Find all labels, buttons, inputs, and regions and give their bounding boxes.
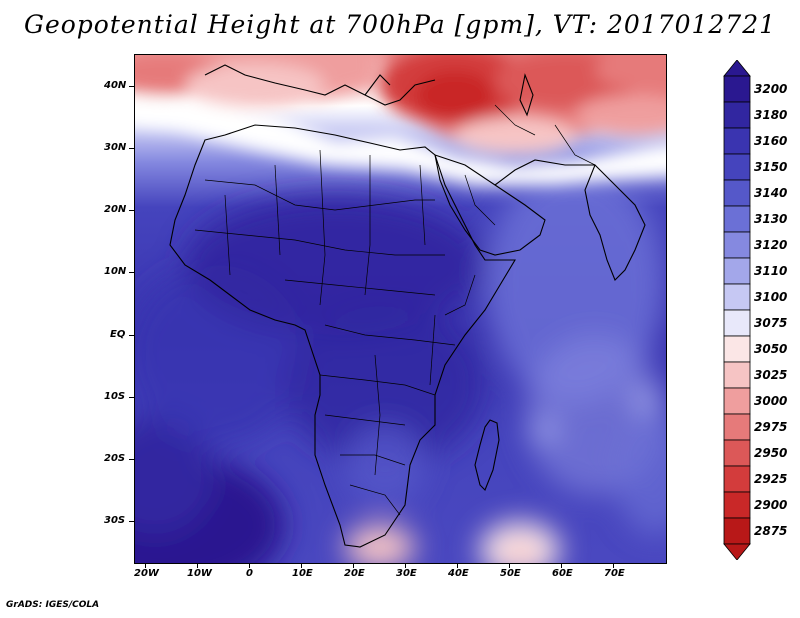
lon-label-10e: 10E: [292, 568, 313, 579]
colorbar-level-label: 3150: [754, 160, 788, 174]
lon-tick: [249, 563, 250, 568]
lon-label-0: 0: [246, 568, 253, 579]
colorbar-swatch: [723, 413, 751, 441]
lat-label-10n: 10N: [104, 266, 127, 277]
lat-tick: [129, 272, 135, 273]
lat-tick: [129, 459, 135, 460]
colorbar-swatch: [723, 465, 751, 493]
lat-label-20n: 20N: [104, 204, 127, 215]
colorbar-swatch: [723, 127, 751, 155]
lat-label-eq: EQ: [110, 329, 126, 340]
colorbar-level-label: 3160: [754, 134, 788, 148]
madagascar-coastline: [474, 419, 500, 491]
colorbar-level-label: 3180: [754, 108, 788, 122]
lon-label-30e: 30E: [396, 568, 417, 579]
lat-tick: [129, 397, 135, 398]
colorbar-swatch: [723, 517, 751, 545]
lat-label-20s: 20S: [104, 453, 126, 464]
colorbar-level-label: 2925: [754, 472, 788, 486]
colorbar-swatch: [723, 205, 751, 233]
lon-tick: [457, 563, 458, 568]
map-title: Geopotential Height at 700hPa [gpm], VT:…: [23, 10, 777, 39]
colorbar-bottom-arrow: [723, 543, 751, 560]
colorbar-swatch: [723, 231, 751, 259]
africa-coastline: [169, 124, 516, 548]
colorbar-swatch: [723, 491, 751, 519]
colorbar-level-label: 3075: [754, 316, 788, 330]
colorbar-swatch: [723, 361, 751, 389]
lon-tick: [509, 563, 510, 568]
colorbar-level-label: 3000: [754, 394, 788, 408]
northern-height-gradient: [135, 55, 666, 185]
colorbar-level-label: 3050: [754, 342, 788, 356]
lon-tick: [145, 563, 146, 568]
lon-label-40e: 40E: [448, 568, 469, 579]
lat-label-30n: 30N: [104, 142, 127, 153]
colorbar-level-label: 3130: [754, 212, 788, 226]
colorbar-swatch: [723, 387, 751, 415]
lon-tick: [613, 563, 614, 568]
lon-label-70e: 70E: [604, 568, 625, 579]
lon-label-20e: 20E: [344, 568, 365, 579]
colorbar-swatch: [723, 335, 751, 363]
height-field-features: [135, 165, 666, 563]
lat-tick: [129, 521, 135, 522]
lon-tick: [197, 563, 198, 568]
colorbar-level-label: 3200: [754, 82, 788, 96]
colorbar-level-label: 3100: [754, 290, 788, 304]
lat-label-10s: 10S: [104, 391, 126, 402]
colorbar-swatch: [723, 257, 751, 285]
colorbar-swatch: [723, 439, 751, 467]
lat-tick: [129, 210, 135, 211]
lon-label-20w: 20W: [134, 568, 159, 579]
grads-credit: GrADS: IGES/COLA: [6, 600, 100, 610]
europe-coastline: [204, 64, 436, 106]
lat-tick: [129, 335, 135, 336]
lon-tick: [301, 563, 302, 568]
lon-tick: [353, 563, 354, 568]
colorbar-level-label: 2975: [754, 420, 788, 434]
colorbar-level-label: 2950: [754, 446, 788, 460]
geopotential-height-map: [135, 55, 666, 563]
colorbar-level-label: 3120: [754, 238, 788, 252]
coastlines: [169, 64, 646, 548]
colorbar-swatch: [723, 101, 751, 129]
lon-label-10w: 10W: [187, 568, 212, 579]
india-coastline: [584, 164, 646, 281]
colorbar-swatch: [723, 283, 751, 311]
colorbar: [723, 60, 751, 560]
lat-tick: [129, 86, 135, 87]
colorbar-swatch: [723, 75, 751, 103]
lon-tick: [561, 563, 562, 568]
lon-tick: [405, 563, 406, 568]
lat-label-40n: 40N: [104, 80, 127, 91]
lon-label-60e: 60E: [552, 568, 573, 579]
colorbar-swatch: [723, 309, 751, 337]
lon-label-50e: 50E: [500, 568, 521, 579]
colorbar-level-label: 3025: [754, 368, 788, 382]
colorbar-swatch: [723, 153, 751, 181]
country-borders: [194, 104, 596, 516]
colorbar-level-label: 2875: [754, 524, 788, 538]
colorbar-top-arrow: [723, 60, 751, 77]
colorbar-level-label: 3110: [754, 264, 788, 278]
colorbar-level-label: 3140: [754, 186, 788, 200]
lat-tick: [129, 148, 135, 149]
colorbar-swatch: [723, 179, 751, 207]
colorbar-level-label: 2900: [754, 498, 788, 512]
lat-label-30s: 30S: [104, 515, 126, 526]
